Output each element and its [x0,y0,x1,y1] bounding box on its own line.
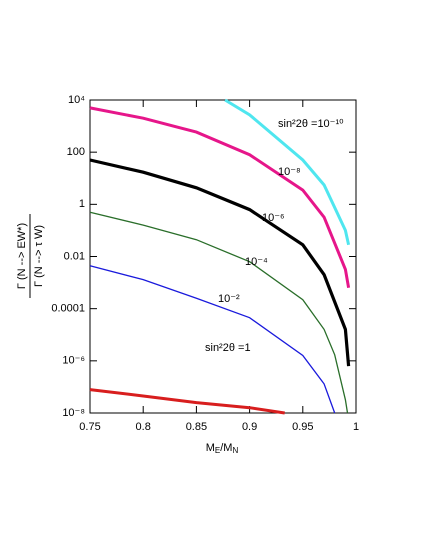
plot-frame [89,99,357,414]
curve-label: sin²2θ =10⁻¹⁰ [278,118,344,130]
x-label-part: N [232,446,238,455]
x-tick-label: 1 [353,421,359,433]
y-label-denominator: Γ (N --> τ W) [33,225,45,287]
y-axis-label: Γ (N --> EW*) Γ (N --> τ W) [16,214,45,298]
curve-label: sin²2θ =1 [205,342,251,354]
curve-label: 10⁻⁴ [245,256,268,268]
x-tick-label: 0.9 [242,421,257,433]
y-tick-label: 10⁴ [68,94,85,106]
y-tick-label: 10⁻⁶ [62,355,85,367]
series-line [89,265,336,414]
x-label-part: M [206,442,215,454]
series-line [89,158,351,367]
x-tick-label: 0.85 [186,421,207,433]
curve-label: 10⁻⁸ [278,166,301,178]
y-tick-label: 0.01 [64,250,85,262]
series-line [89,211,349,414]
series-line [89,388,285,415]
y-tick-label: 0.0001 [51,303,85,315]
y-label-numerator: Γ (N --> EW*) [16,223,28,289]
x-tick-label: 0.75 [79,421,100,433]
x-label-part: /M [220,442,232,454]
y-tick-label: 100 [67,146,85,158]
x-tick-label: 0.8 [136,421,151,433]
series-line [89,106,351,289]
curve-label: 10⁻² [218,293,240,305]
x-tick-label: 0.95 [292,421,313,433]
x-axis-label: ME/MN [206,442,239,455]
x-label-part: E [215,446,220,455]
y-tick-label: 10⁻⁸ [62,407,85,419]
series-line [224,98,351,246]
curve-label: 10⁻⁶ [262,212,285,224]
y-tick-label: 1 [79,198,85,210]
